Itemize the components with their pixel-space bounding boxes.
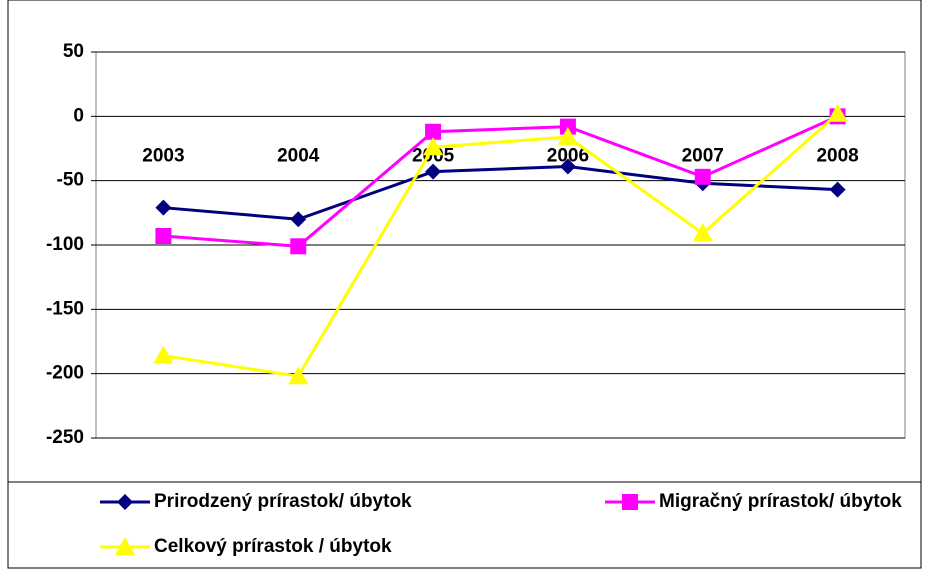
legend-label: Prirodzený prírastok/ úbytok [154,491,412,512]
x-tick-label: 2004 [277,145,320,166]
marker [290,211,307,228]
marker [290,238,307,255]
marker [559,118,576,135]
marker [288,366,309,385]
marker [694,168,711,185]
marker [155,199,172,216]
marker [425,123,442,140]
x-tick-label: 2003 [142,145,184,166]
legend-label: Celkový prírastok / úbytok [154,536,392,557]
marker [622,494,638,510]
marker [425,163,442,180]
marker [115,537,135,555]
marker [557,126,578,145]
y-tick-label: -250 [46,427,84,448]
legend-label: Migračný prírastok/ úbytok [659,491,902,512]
y-tick-label: -200 [46,363,84,384]
marker [827,103,848,122]
marker [153,345,174,364]
marker [829,181,846,198]
y-tick-label: 0 [73,105,84,126]
x-tick-label: 2008 [816,145,858,166]
series-line [163,114,839,248]
x-tick-label: 2006 [547,145,589,166]
y-tick-label: 50 [63,41,84,62]
marker [692,223,713,242]
marker [559,158,576,175]
x-tick-label: 2005 [412,145,455,166]
marker [155,227,172,244]
marker [423,137,444,156]
y-tick-label: -100 [46,234,84,255]
series-line [163,112,839,378]
x-tick-label: 2007 [682,145,724,166]
y-tick-label: -150 [46,298,84,319]
y-tick-label: -50 [57,170,84,191]
marker [117,494,133,510]
series-line [163,165,838,221]
